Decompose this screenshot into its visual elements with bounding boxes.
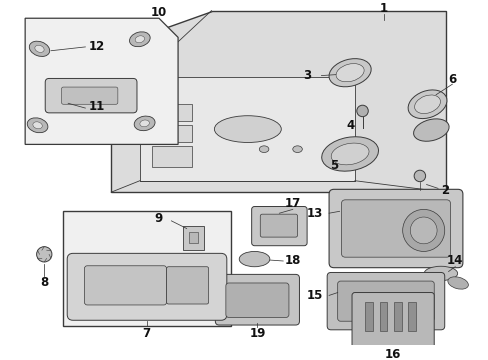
- FancyBboxPatch shape: [166, 267, 208, 304]
- Text: 15: 15: [306, 289, 322, 302]
- Ellipse shape: [35, 45, 44, 52]
- Text: 14: 14: [446, 255, 463, 267]
- Bar: [188, 232, 198, 243]
- Ellipse shape: [27, 118, 48, 133]
- FancyBboxPatch shape: [251, 207, 306, 246]
- Ellipse shape: [335, 64, 364, 82]
- FancyBboxPatch shape: [337, 281, 433, 321]
- Bar: [407, 302, 415, 331]
- Text: 1: 1: [379, 2, 387, 15]
- Text: 4: 4: [346, 119, 353, 132]
- Circle shape: [413, 170, 425, 182]
- Text: 18: 18: [284, 255, 300, 267]
- Ellipse shape: [321, 137, 378, 171]
- Bar: [365, 302, 372, 331]
- Ellipse shape: [214, 116, 281, 143]
- Polygon shape: [111, 10, 445, 192]
- Ellipse shape: [407, 90, 446, 118]
- Ellipse shape: [29, 41, 50, 57]
- FancyBboxPatch shape: [45, 78, 137, 113]
- Bar: [393, 302, 401, 331]
- Text: 6: 6: [447, 73, 456, 86]
- Ellipse shape: [135, 36, 144, 43]
- Text: 2: 2: [441, 184, 449, 197]
- Polygon shape: [25, 18, 178, 144]
- Ellipse shape: [413, 119, 448, 141]
- Ellipse shape: [328, 59, 370, 87]
- Text: 7: 7: [142, 327, 150, 340]
- FancyBboxPatch shape: [84, 266, 166, 305]
- FancyBboxPatch shape: [326, 273, 444, 330]
- Text: 8: 8: [40, 276, 48, 289]
- Ellipse shape: [140, 120, 149, 127]
- Ellipse shape: [239, 251, 269, 267]
- Bar: [152, 104, 192, 121]
- Circle shape: [409, 217, 436, 244]
- Text: 19: 19: [249, 327, 265, 340]
- FancyBboxPatch shape: [328, 189, 462, 268]
- FancyBboxPatch shape: [341, 200, 449, 257]
- Circle shape: [37, 247, 52, 262]
- Text: 16: 16: [384, 348, 401, 360]
- Ellipse shape: [414, 95, 440, 113]
- FancyBboxPatch shape: [260, 214, 297, 237]
- Text: 5: 5: [329, 159, 337, 172]
- Polygon shape: [140, 77, 354, 181]
- Ellipse shape: [292, 146, 302, 153]
- FancyBboxPatch shape: [61, 87, 118, 104]
- Text: 10: 10: [150, 6, 167, 19]
- Text: 11: 11: [88, 100, 105, 113]
- Circle shape: [402, 210, 444, 251]
- Text: 17: 17: [284, 197, 300, 210]
- Ellipse shape: [259, 146, 268, 153]
- Text: 3: 3: [303, 69, 310, 82]
- Ellipse shape: [33, 122, 42, 129]
- Bar: [152, 146, 192, 167]
- Ellipse shape: [129, 32, 150, 47]
- Ellipse shape: [447, 277, 468, 289]
- FancyBboxPatch shape: [67, 253, 226, 320]
- Ellipse shape: [134, 116, 155, 131]
- Bar: [152, 125, 192, 143]
- Circle shape: [356, 105, 367, 117]
- Bar: [183, 226, 203, 249]
- FancyBboxPatch shape: [225, 283, 288, 318]
- Text: 9: 9: [155, 212, 163, 225]
- Bar: [379, 302, 386, 331]
- FancyBboxPatch shape: [351, 293, 433, 348]
- Ellipse shape: [330, 143, 368, 165]
- Ellipse shape: [423, 266, 457, 280]
- Text: 13: 13: [306, 207, 322, 220]
- FancyBboxPatch shape: [215, 274, 299, 325]
- Bar: [63, 211, 230, 326]
- Text: 12: 12: [88, 40, 105, 53]
